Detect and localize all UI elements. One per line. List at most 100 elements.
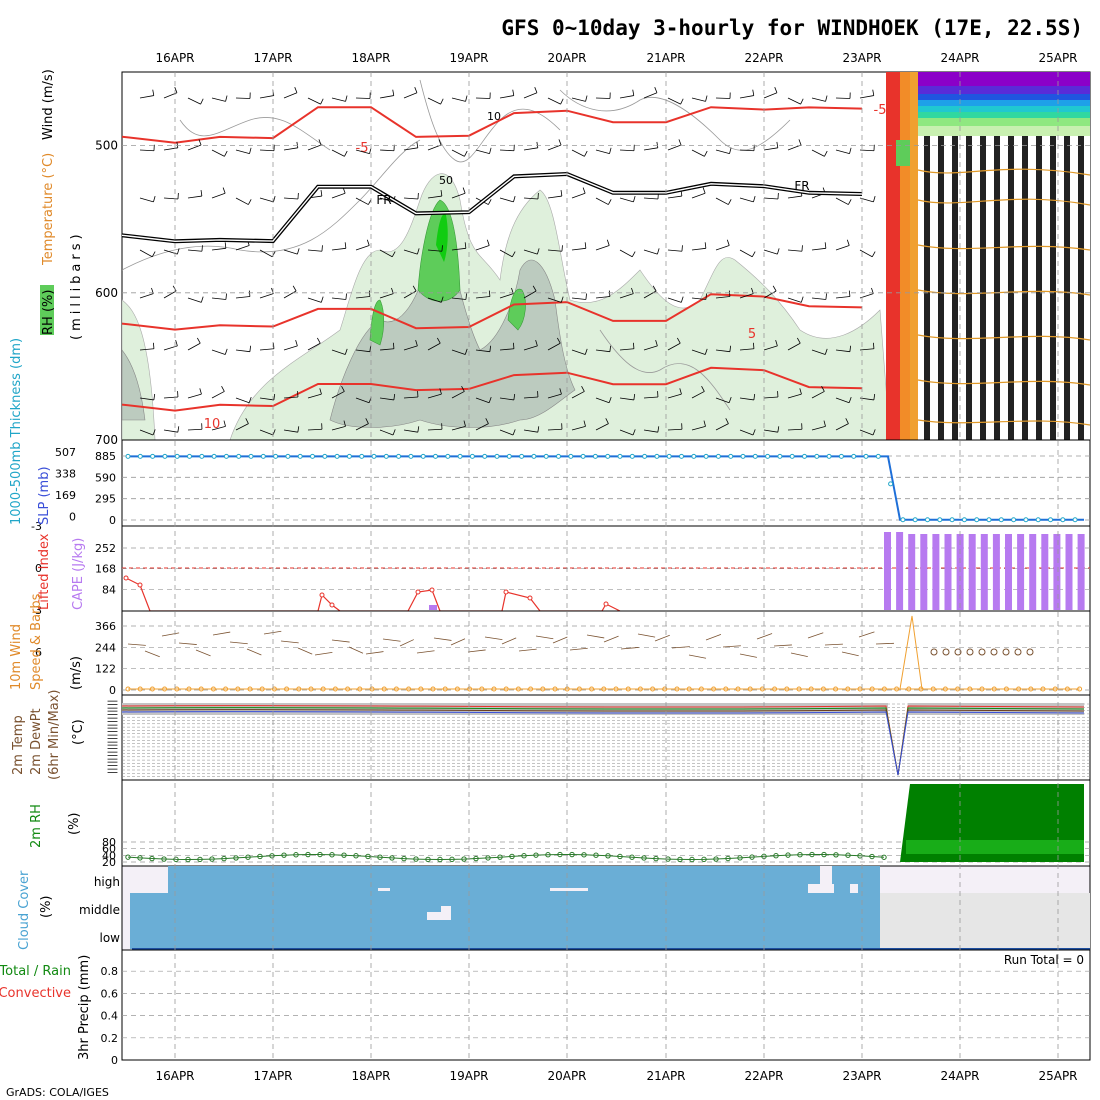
wind10m-barb [195,649,211,657]
freezing-level-line: FR FR [121,171,863,244]
wind-barb [811,349,826,355]
wind-barb [643,197,658,200]
wind-barb-flag [201,245,203,252]
wind-barb [499,348,514,351]
wind-barb [139,293,154,299]
wind-barb [547,249,562,252]
wind-barb [307,144,322,151]
wind10m-barb [586,634,605,639]
wind-barb-flag [414,87,418,93]
wind10m-barb [331,639,350,643]
wind-barb [643,249,658,255]
wind-barb [859,149,875,152]
wind10m-barb [688,654,707,659]
wind-barb-flag [513,393,516,401]
li-point [123,575,129,581]
wind-barb [331,149,345,157]
upper-wind-barbs [139,87,876,436]
wind-barb [139,149,155,152]
thickness-point [433,453,438,459]
temp-tick-mark: — [107,742,118,755]
wind-barb [787,297,802,303]
wind-barb [211,349,226,355]
wind-barb-flag [776,141,779,148]
wind-barb-flag [200,296,204,303]
wind-barb [643,396,658,399]
wind-barb [403,249,418,255]
thickness-point [125,453,131,459]
temp-tick-mark: — [107,738,118,751]
wind-barb-flag [196,337,201,344]
wind-barb-flag [318,139,322,146]
wind-barb-flag [609,147,612,154]
thickness-point [310,453,315,459]
wind-barb-flag [512,429,516,436]
thickness-point [236,453,242,459]
green-patch [896,140,910,166]
wind-tick-0: 0 [109,684,116,697]
wind-barb [451,192,466,199]
cape-small-bar [429,605,437,610]
wind-barb [619,429,634,436]
wind-barb [283,429,298,433]
thickness-tick-0: 0 [69,511,76,524]
wind-barb-flag [198,139,202,146]
wind-barb-flag [513,342,515,349]
cloud-gap-4 [550,888,588,891]
thickness-point [1048,517,1053,523]
wind-barb-flag [343,420,346,427]
calm-circle [930,648,938,656]
thickness-point [297,453,303,459]
thickness-point [592,453,598,459]
calm-circle [1002,648,1010,656]
wind-barb [427,342,441,351]
wind10m-barb [858,631,875,638]
li-tick--3: -3 [31,520,42,533]
date-top-22APR: 22APR [744,51,783,65]
wind-barb-flag [656,141,659,148]
wind-barb [475,296,490,299]
wind-barb [739,149,755,152]
slp-tick-0: 0 [109,514,116,527]
wind-barb [211,149,225,157]
wind10m-barb [620,647,639,650]
wind-barb-flag [151,251,156,257]
pressure-tick-600: 600 [95,286,118,300]
wind10m-barb [501,637,517,645]
wind10m-panel: 366 244 122 0 [95,610,1091,697]
calm-circle [1014,648,1022,656]
wind-barb-flag [800,98,804,105]
wind-barb [667,428,683,431]
wind-barb [499,397,514,401]
thickness-point [654,453,660,459]
wind-barb [715,423,729,431]
wind-barb [307,297,322,303]
wind-barb [667,97,681,105]
wind-barb-flag [585,293,587,300]
wind-barb-flag [321,245,323,252]
date-axis-bottom: 16APR 17APR 18APR 19APR 20APR 21APR 22APR 23APR… [155,1069,1077,1083]
wind-barb-flag [752,429,756,436]
wind-barb [859,348,874,351]
wind-barb [187,97,201,105]
wind-barb [211,97,226,102]
wind-barb-flag [245,418,249,424]
wind-barb [139,95,154,99]
iso-label-m5a: -5 [356,141,369,156]
wind-barb [691,391,705,399]
date-bottom-21APR: 21APR [646,1069,685,1083]
wind-barb [835,397,850,404]
wind-barb [643,429,658,433]
isotherm-line [122,366,863,412]
temp-tick-mark: — [107,704,118,717]
run-total: Run Total = 0 [1004,953,1084,967]
wind10m-barb [433,637,452,641]
wind-barb [691,192,706,199]
wind-barb [211,425,226,431]
wind-barb-flag [584,242,587,249]
wind-barb-flag [175,340,178,347]
wind-barb [403,147,418,151]
wind-barb-flag [391,251,396,257]
wind-barb [211,391,225,399]
wind-barb-flag [415,340,418,347]
